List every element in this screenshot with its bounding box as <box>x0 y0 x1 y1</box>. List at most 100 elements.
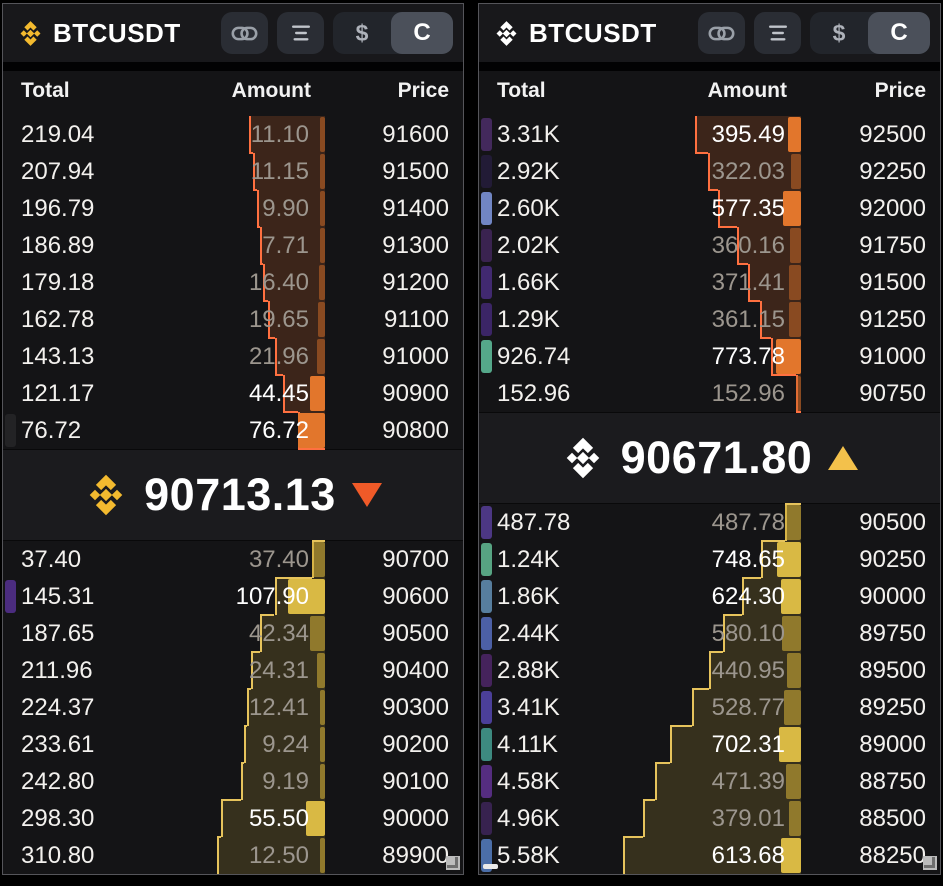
order-size-marker <box>481 229 492 262</box>
ask-price: 91250 <box>859 305 926 333</box>
ask-row[interactable]: 162.78 19.65 91100 <box>3 300 463 338</box>
bid-row[interactable]: 187.65 42.34 90500 <box>3 614 463 652</box>
ask-row[interactable]: 1.66K 371.41 91500 <box>479 263 940 301</box>
depth-step-connector <box>709 651 724 653</box>
bid-row[interactable]: 298.30 55.50 90000 <box>3 799 463 837</box>
asks-list: 3.31K 395.49 92500 2.92K 322.03 92250 2.60K 577… <box>479 116 940 413</box>
bid-level-bar <box>312 542 325 577</box>
bid-row[interactable]: 37.40 37.40 90700 <box>3 540 463 578</box>
bid-depth-bar <box>243 726 325 763</box>
depth-step-connector <box>642 799 655 801</box>
ask-level-bar <box>319 265 325 300</box>
bid-level-bar <box>788 801 801 836</box>
ask-total: 121.17 <box>21 379 95 407</box>
ask-row[interactable]: 152.96 152.96 90750 <box>479 374 940 413</box>
ask-level-bar <box>789 302 801 337</box>
ask-row[interactable]: 219.04 11.10 91600 <box>3 116 463 153</box>
ask-amount: 577.35 <box>711 194 785 222</box>
ask-row[interactable]: 179.18 16.40 91200 <box>3 263 463 301</box>
link-pair-button[interactable] <box>698 12 745 54</box>
bid-depth-bar <box>217 837 325 874</box>
symbol-selector[interactable]: BTCUSDT <box>493 18 657 49</box>
link-pair-button[interactable] <box>221 12 268 54</box>
bid-row[interactable]: 2.44K 580.10 89750 <box>479 614 940 652</box>
ask-row[interactable]: 76.72 76.72 90800 <box>3 411 463 450</box>
bid-total: 224.37 <box>21 693 95 721</box>
depth-step-connector <box>741 577 762 579</box>
coin-toggle-button[interactable]: C <box>868 12 930 54</box>
ask-amount: 152.96 <box>711 379 785 407</box>
bid-amount: 748.65 <box>711 545 785 573</box>
ask-price: 91600 <box>382 120 449 148</box>
ask-row[interactable]: 121.17 44.45 90900 <box>3 374 463 412</box>
mid-price-display[interactable]: 90671.80 <box>479 412 940 504</box>
ask-row[interactable]: 926.74 773.78 91000 <box>479 337 940 375</box>
bid-level-bar <box>784 690 801 725</box>
ask-row[interactable]: 2.02K 360.16 91750 <box>479 226 940 264</box>
ask-level-bar <box>782 191 801 226</box>
bid-row[interactable]: 4.58K 471.39 88750 <box>479 762 940 800</box>
bid-row[interactable]: 1.86K 624.30 90000 <box>479 577 940 615</box>
bid-row[interactable]: 4.11K 702.31 89000 <box>479 725 940 763</box>
depth-step-connector <box>247 688 252 690</box>
depth-rows-button[interactable] <box>277 12 324 54</box>
depth-step-connector <box>282 411 299 413</box>
bid-row[interactable]: 145.31 107.90 90600 <box>3 577 463 615</box>
depth-step-connector <box>748 300 760 302</box>
usd-toggle-button[interactable]: $ <box>355 19 369 46</box>
ask-row[interactable]: 186.89 7.71 91300 <box>3 226 463 264</box>
binance-logo-icon <box>496 20 517 46</box>
depth-rows-button[interactable] <box>754 12 801 54</box>
bid-total: 310.80 <box>21 841 95 869</box>
mid-price-display[interactable]: 90713.13 <box>3 449 463 541</box>
ask-row[interactable]: 207.94 11.15 91500 <box>3 152 463 190</box>
bid-row[interactable]: 4.96K 379.01 88500 <box>479 799 940 837</box>
ask-row[interactable]: 3.31K 395.49 92500 <box>479 116 940 153</box>
ask-row[interactable]: 2.60K 577.35 92000 <box>479 189 940 227</box>
ask-row[interactable]: 143.13 21.96 91000 <box>3 337 463 375</box>
bid-row[interactable]: 310.80 12.50 89900 <box>3 836 463 874</box>
bid-row[interactable]: 3.41K 528.77 89250 <box>479 688 940 726</box>
bid-price: 90300 <box>382 693 449 721</box>
depth-step-connector <box>252 189 257 191</box>
ask-row[interactable]: 2.92K 322.03 92250 <box>479 152 940 190</box>
bid-total: 487.78 <box>497 508 571 536</box>
bid-row[interactable]: 2.88K 440.95 89500 <box>479 651 940 689</box>
depth-step-connector <box>692 688 710 690</box>
coin-toggle-button[interactable]: C <box>391 12 453 54</box>
ask-level-bar <box>318 302 325 337</box>
depth-step-connector <box>761 540 786 542</box>
column-header-total: Total <box>21 79 70 102</box>
binance-logo-icon <box>89 474 123 516</box>
ask-row[interactable]: 196.79 9.90 91400 <box>3 189 463 227</box>
bid-depth-bar <box>623 837 801 874</box>
bid-level-bar <box>782 616 801 651</box>
bid-total: 4.96K <box>497 804 560 832</box>
symbol-selector[interactable]: BTCUSDT <box>17 18 181 49</box>
bid-row[interactable]: 211.96 24.31 90400 <box>3 651 463 689</box>
bid-row[interactable]: 233.61 9.24 90200 <box>3 725 463 763</box>
bid-row[interactable]: 487.78 487.78 90500 <box>479 503 940 541</box>
bid-row[interactable]: 1.24K 748.65 90250 <box>479 540 940 578</box>
ask-amount: 360.16 <box>711 231 785 259</box>
bid-depth-bar <box>642 800 801 837</box>
ask-depth-bar <box>695 116 801 153</box>
column-header-amount: Amount <box>231 79 311 102</box>
bid-amount: 12.50 <box>248 841 309 869</box>
usd-toggle-button[interactable]: $ <box>832 19 846 46</box>
order-size-marker <box>481 839 492 872</box>
bid-row[interactable]: 5.58K 613.68 88250 <box>479 836 940 874</box>
resize-handle[interactable] <box>923 856 937 870</box>
bid-row[interactable]: 242.80 9.19 90100 <box>3 762 463 800</box>
bid-total: 1.24K <box>497 545 560 573</box>
bid-row[interactable]: 224.37 12.41 90300 <box>3 688 463 726</box>
ask-total: 219.04 <box>21 120 95 148</box>
ask-amount: 371.41 <box>711 268 785 296</box>
bid-amount: 471.39 <box>711 767 785 795</box>
ask-amount: 44.45 <box>248 379 309 407</box>
ask-row[interactable]: 1.29K 361.15 91250 <box>479 300 940 338</box>
header-divider <box>3 62 463 71</box>
resize-handle[interactable] <box>446 856 460 870</box>
bid-level-bar <box>320 764 325 799</box>
